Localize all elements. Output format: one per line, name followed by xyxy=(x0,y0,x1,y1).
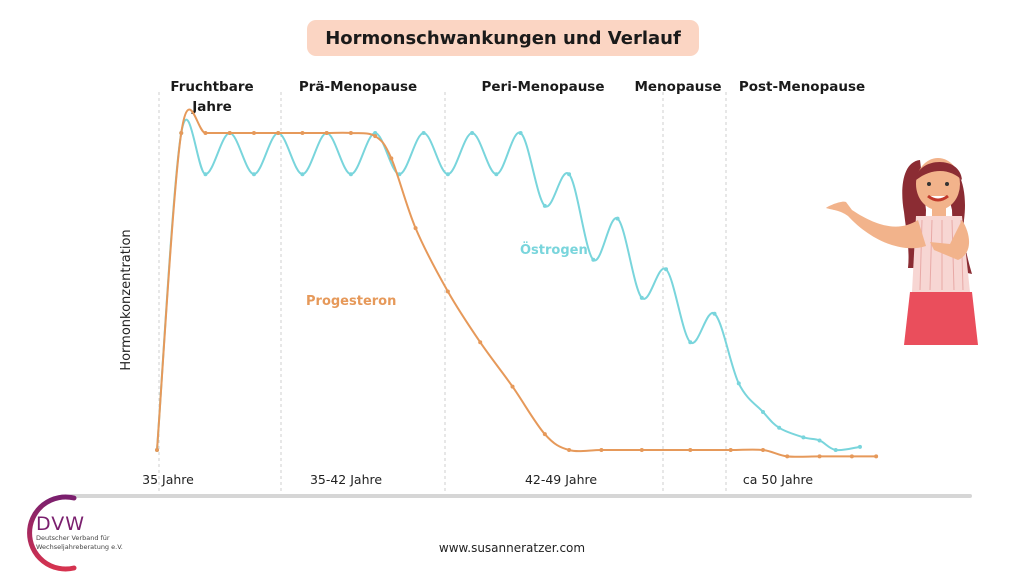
logo-line-1: Deutscher Verband für xyxy=(36,534,110,542)
woman-illustration xyxy=(826,158,978,345)
oestrogen-point-20 xyxy=(639,295,644,300)
progesteron-point-3 xyxy=(227,131,232,135)
oestrogen-point-16 xyxy=(542,203,547,208)
age-label-3: ca 50 Jahre xyxy=(743,472,814,487)
progesteron-point-15 xyxy=(542,432,547,437)
oestrogen-point-21 xyxy=(664,267,669,272)
progesteron-point-25 xyxy=(874,454,879,459)
oestrogen-series-label: Östrogen xyxy=(520,242,588,258)
progesteron-point-8 xyxy=(348,131,353,135)
oestrogen-point-11 xyxy=(421,131,426,135)
oestrogen-point-29 xyxy=(833,448,838,452)
phase-label-1: Prä-Menopause xyxy=(299,79,417,95)
logo-line-2: Wechseljahreberatung e.V. xyxy=(36,543,123,551)
progesteron-point-10 xyxy=(389,156,394,161)
oestrogen-point-13 xyxy=(470,131,475,135)
progesteron-series-label: Progesteron xyxy=(306,294,396,309)
phase-label-4: Post-Menopause xyxy=(739,79,865,95)
progesteron-point-24 xyxy=(849,454,854,459)
oestrogen-point-19 xyxy=(615,216,620,221)
phase-label-3: Menopause xyxy=(634,79,721,95)
oestrogen-point-27 xyxy=(801,435,806,440)
phase-label-0: Fruchtbare xyxy=(170,79,253,95)
oestrogen-point-15 xyxy=(518,131,523,135)
progesteron-point-1 xyxy=(179,131,184,135)
logo-abbreviation: DVW xyxy=(36,513,86,535)
oestrogen-point-9 xyxy=(373,131,378,135)
oestrogen-point-22 xyxy=(688,340,693,345)
progesteron-point-4 xyxy=(251,131,256,135)
progesteron-point-14 xyxy=(510,384,515,389)
oestrogen-point-4 xyxy=(251,172,256,177)
age-label-2: 42-49 Jahre xyxy=(525,472,597,487)
oestrogen-point-2 xyxy=(203,172,208,177)
oestrogen-point-8 xyxy=(348,172,353,177)
oestrogen-point-23 xyxy=(712,311,717,316)
oestrogen-point-6 xyxy=(300,172,305,177)
phase-label-0: Jahre xyxy=(191,99,232,115)
phase-label-2: Peri-Menopause xyxy=(482,79,605,95)
dvw-logo-text: DVW Deutscher Verband für Wechseljahrebe… xyxy=(36,514,136,552)
progesteron-line xyxy=(156,108,877,458)
progesteron-point-12 xyxy=(445,289,450,294)
progesteron-point-7 xyxy=(324,131,329,135)
oestrogen-point-28 xyxy=(817,438,822,443)
progesteron-point-21 xyxy=(761,448,765,452)
dvw-logo-ring xyxy=(27,494,77,572)
progesteron-point-20 xyxy=(728,448,733,452)
website-url[interactable]: www.susanneratzer.com xyxy=(438,541,586,555)
progesteron-point-11 xyxy=(413,226,418,231)
oestrogen-point-24 xyxy=(736,381,741,386)
age-label-0: 35 Jahre xyxy=(142,472,194,487)
y-axis-label: Hormonkonzentration xyxy=(119,229,134,370)
progesteron-point-23 xyxy=(817,454,822,459)
page-title: Hormonschwankungen und Verlauf xyxy=(325,27,681,49)
progesteron-point-0 xyxy=(155,448,159,452)
oestrogen-point-14 xyxy=(494,172,499,177)
oestrogen-line xyxy=(156,119,861,452)
progesteron-point-16 xyxy=(567,448,572,452)
progesteron-point-22 xyxy=(785,454,790,459)
progesteron-point-6 xyxy=(300,131,305,135)
oestrogen-point-30 xyxy=(857,444,862,449)
progesteron-point-2 xyxy=(203,131,208,135)
progesteron-point-19 xyxy=(688,448,693,452)
progesteron-point-5 xyxy=(276,131,281,135)
progesteron-point-17 xyxy=(599,448,604,452)
progesteron-point-18 xyxy=(639,448,644,452)
oestrogen-point-17 xyxy=(567,172,572,177)
age-label-1: 35-42 Jahre xyxy=(310,472,382,487)
oestrogen-point-25 xyxy=(761,409,765,414)
oestrogen-point-12 xyxy=(445,172,450,177)
oestrogen-point-26 xyxy=(777,425,782,430)
oestrogen-point-18 xyxy=(591,257,596,262)
title-banner: Hormonschwankungen und Verlauf xyxy=(307,20,699,56)
progesteron-point-13 xyxy=(478,340,483,345)
progesteron-point-9 xyxy=(373,134,378,139)
